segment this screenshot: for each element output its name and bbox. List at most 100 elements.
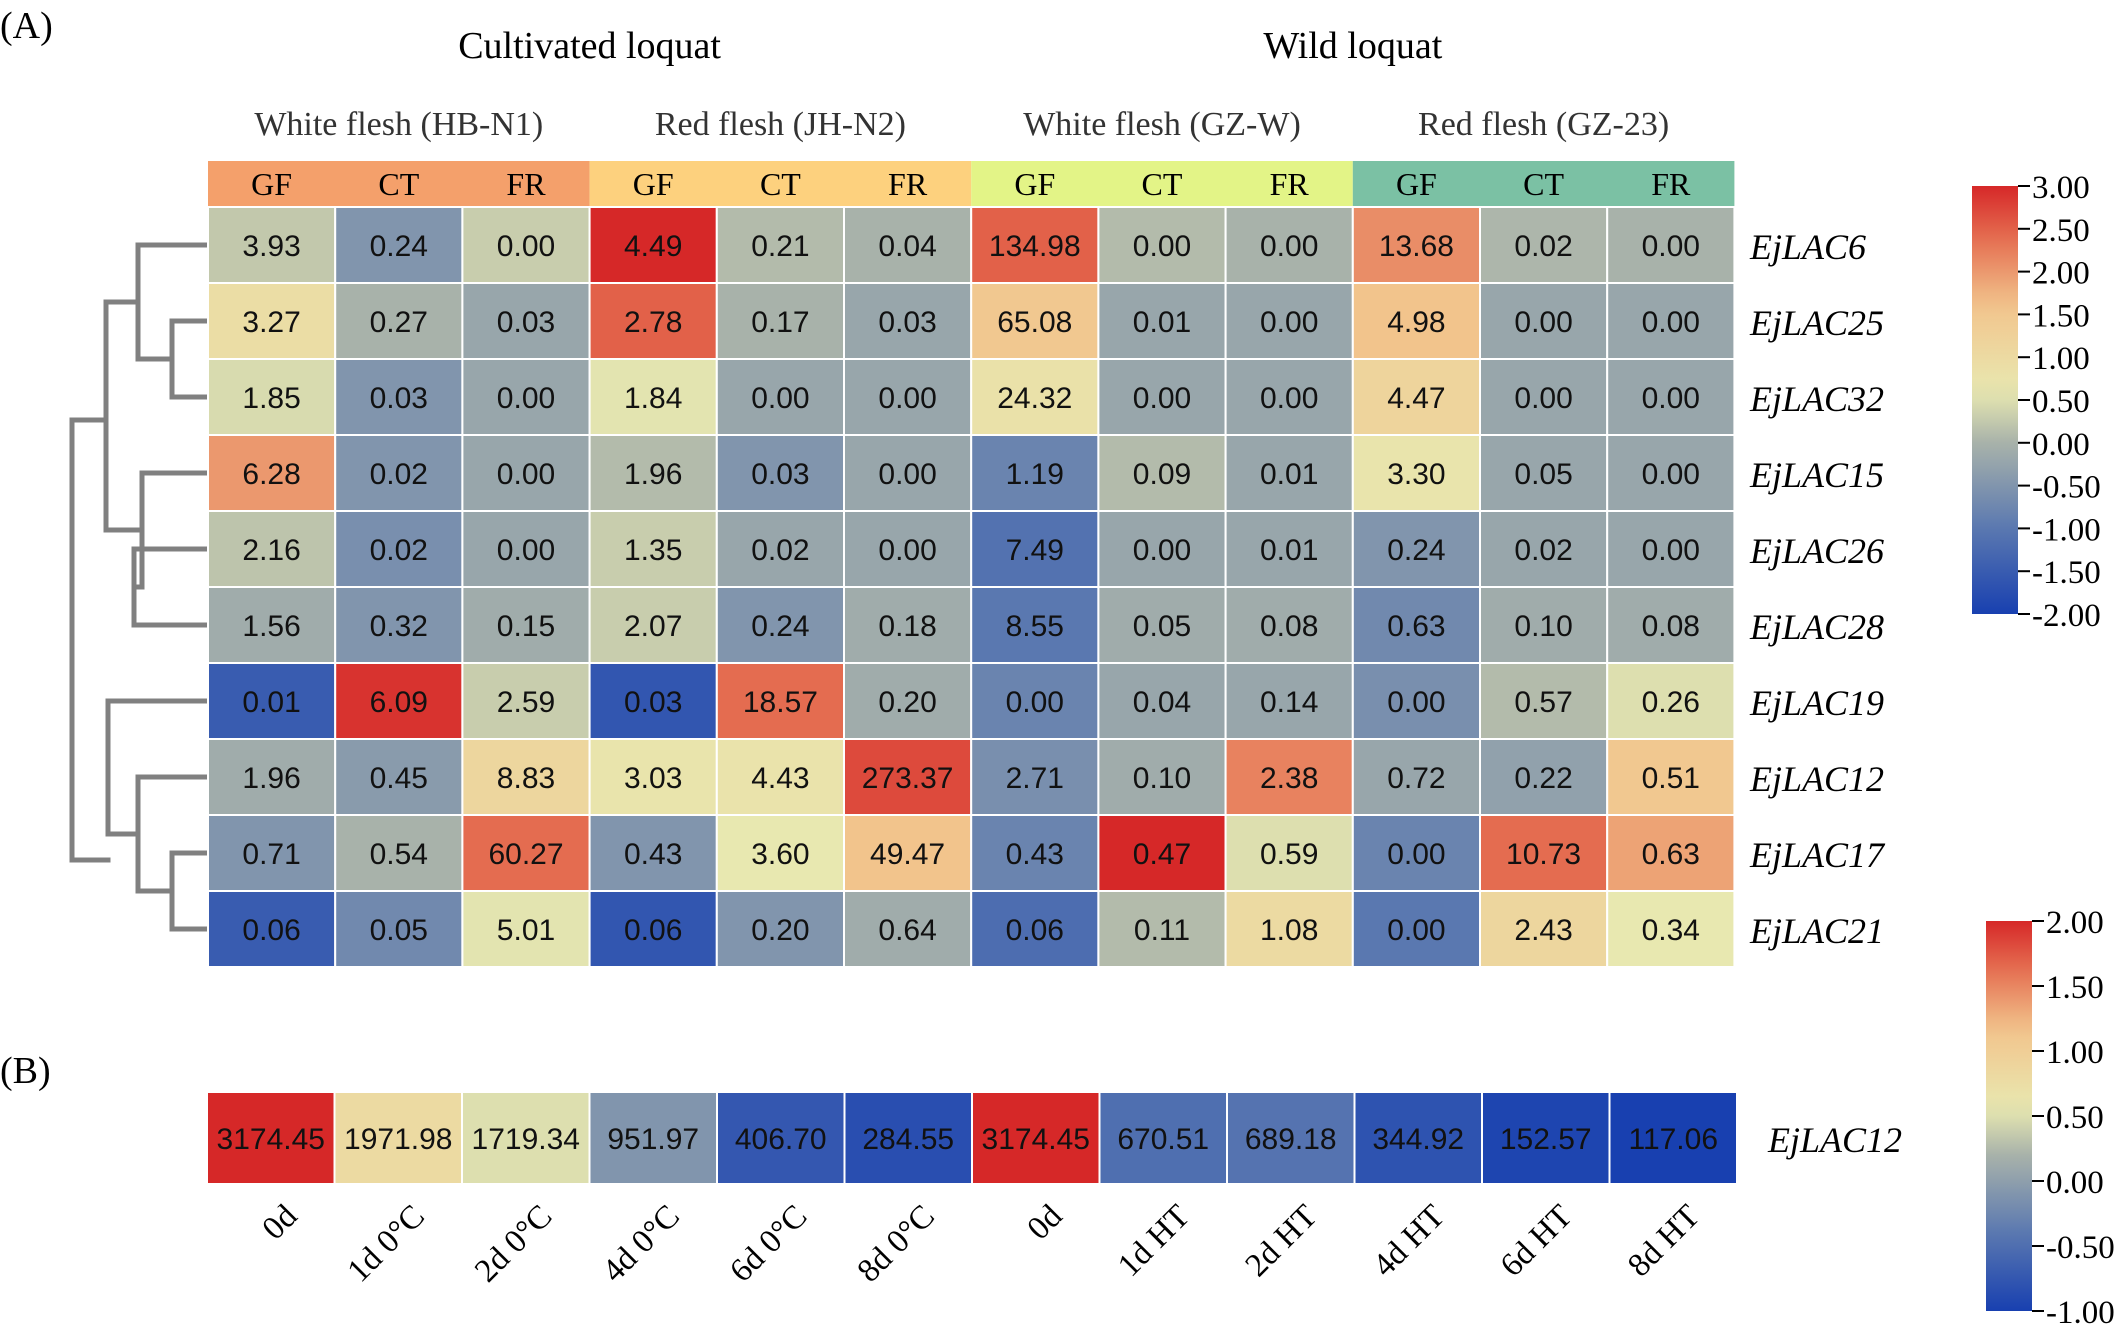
cell-value: 10.73 bbox=[1506, 838, 1581, 871]
cell-value: 1.96 bbox=[624, 458, 682, 491]
heatmap-cell bbox=[1351, 282, 1482, 360]
heatmap-cell bbox=[334, 890, 464, 968]
cell-value: 0.00 bbox=[497, 230, 555, 263]
heatmap-cell bbox=[715, 814, 845, 892]
cell-value: 0.00 bbox=[878, 458, 936, 491]
colorbar-tick-label: 2.50 bbox=[2032, 213, 2090, 249]
column-label: CT bbox=[1523, 166, 1564, 202]
heatmap-cell bbox=[206, 1091, 336, 1185]
cell-value: 0.11 bbox=[1134, 914, 1190, 947]
column-label: 0d bbox=[1021, 1198, 1070, 1247]
column-label: 8d 0°C bbox=[851, 1198, 942, 1289]
cell-value: 0.20 bbox=[878, 686, 936, 719]
heatmap-cell bbox=[970, 890, 1100, 968]
heatmap-cell bbox=[334, 434, 464, 512]
cell-value: 0.59 bbox=[1260, 838, 1318, 871]
cell-value: 13.68 bbox=[1379, 230, 1454, 263]
cell-value: 0.02 bbox=[751, 534, 809, 567]
cell-value: 0.20 bbox=[751, 914, 809, 947]
column-label: CT bbox=[378, 166, 419, 202]
heatmap-cell bbox=[1224, 510, 1354, 588]
heatmap-cell bbox=[970, 510, 1100, 588]
cell-value: 0.00 bbox=[1260, 382, 1318, 415]
cell-value: 0.51 bbox=[1642, 762, 1700, 795]
cell-value: 4.98 bbox=[1387, 306, 1445, 339]
column-label: 1d 0°C bbox=[341, 1198, 432, 1289]
cell-value: 344.92 bbox=[1372, 1123, 1464, 1156]
cell-value: 0.14 bbox=[1260, 686, 1318, 719]
heatmap-cell bbox=[843, 738, 973, 816]
heatmap-cell bbox=[1479, 890, 1609, 968]
cell-value: 0.00 bbox=[1133, 230, 1191, 263]
panel-label-a: (A) bbox=[0, 5, 53, 47]
heatmap-cell bbox=[1097, 206, 1227, 284]
cell-value: 0.00 bbox=[1642, 306, 1700, 339]
top-group-label: Cultivated loquat bbox=[458, 25, 721, 67]
column-label: 4d HT bbox=[1366, 1198, 1452, 1284]
colorbar-tick-label: 0.50 bbox=[2046, 1100, 2104, 1136]
heatmap-cell bbox=[1479, 434, 1609, 512]
cell-value: 0.24 bbox=[751, 610, 809, 643]
heatmap-cell bbox=[843, 662, 973, 740]
cell-value: 0.45 bbox=[370, 762, 428, 795]
heatmap-cell bbox=[207, 206, 337, 284]
colorbar-tick-label: -0.50 bbox=[2046, 1230, 2115, 1266]
heatmap-cell bbox=[1097, 434, 1227, 512]
cell-value: 1.84 bbox=[624, 382, 682, 415]
column-label: 0d bbox=[256, 1198, 305, 1247]
cell-value: 0.03 bbox=[370, 382, 428, 415]
heatmap-cell bbox=[1098, 1091, 1228, 1185]
heatmap-cell bbox=[716, 1091, 846, 1185]
column-label: 1d HT bbox=[1111, 1198, 1197, 1284]
cell-value: 1.85 bbox=[242, 382, 300, 415]
cell-value: 3.60 bbox=[751, 838, 809, 871]
cell-value: 0.06 bbox=[1006, 914, 1064, 947]
heatmap-cell bbox=[588, 738, 718, 816]
heatmap-cell bbox=[1224, 890, 1354, 968]
cell-value: 0.03 bbox=[624, 686, 682, 719]
heatmap-cell bbox=[1479, 206, 1609, 284]
colorbar-tick-label: 2.00 bbox=[2032, 256, 2090, 292]
heatmap-cell bbox=[970, 282, 1100, 360]
heatmap-cell bbox=[1606, 206, 1736, 284]
cell-value: 0.00 bbox=[1387, 838, 1445, 871]
colorbar-tick-label: 0.00 bbox=[2046, 1165, 2104, 1201]
cell-value: 0.03 bbox=[751, 458, 809, 491]
cell-value: 1719.34 bbox=[472, 1123, 580, 1156]
colorbar-a: 3.00 2.50 2.00 1.50 1.00 0.50 0.00 -0.50 -1.00 -1… bbox=[1972, 170, 2101, 634]
cell-value: 0.47 bbox=[1133, 838, 1191, 871]
column-label: FR bbox=[888, 166, 928, 202]
cell-value: 134.98 bbox=[989, 230, 1081, 263]
heatmap-cell bbox=[1353, 1091, 1483, 1185]
cell-value: 0.00 bbox=[497, 534, 555, 567]
cell-value: 3174.45 bbox=[217, 1123, 325, 1156]
cell-value: 0.08 bbox=[1260, 610, 1318, 643]
cell-value: 0.03 bbox=[497, 306, 555, 339]
column-label: 2d HT bbox=[1239, 1198, 1325, 1284]
heatmap-cell bbox=[970, 738, 1100, 816]
heatmap-cell bbox=[1351, 814, 1482, 892]
cell-value: 0.01 bbox=[1260, 458, 1318, 491]
heatmap-cell bbox=[1351, 358, 1482, 436]
cell-value: 117.06 bbox=[1628, 1123, 1718, 1156]
cell-value: 0.05 bbox=[1514, 458, 1572, 491]
colorbar-tick-label: 1.50 bbox=[2046, 970, 2104, 1006]
column-label: FR bbox=[506, 166, 546, 202]
colorbar-tick-label: 3.00 bbox=[2032, 170, 2090, 206]
cell-value: 2.38 bbox=[1260, 762, 1318, 795]
cell-value: 689.18 bbox=[1245, 1123, 1337, 1156]
cell-value: 0.00 bbox=[1133, 382, 1191, 415]
cell-value: 2.07 bbox=[624, 610, 682, 643]
heatmap-cell bbox=[1351, 206, 1482, 284]
heatmap-cell bbox=[1097, 662, 1227, 740]
colorbar-b: 2.00 1.50 1.00 0.50 0.00 -0.50 -1.00 bbox=[1986, 905, 2115, 1329]
heatmap-cell bbox=[588, 890, 718, 968]
cell-value: 0.57 bbox=[1514, 686, 1572, 719]
heatmap-cell bbox=[1224, 358, 1354, 436]
cell-value: 0.01 bbox=[1260, 534, 1318, 567]
column-label: GF bbox=[251, 166, 292, 202]
column-label: CT bbox=[760, 166, 801, 202]
colorbar-tick-label: 2.00 bbox=[2046, 905, 2104, 941]
heatmap-cell bbox=[1606, 738, 1736, 816]
cell-value: 4.43 bbox=[751, 762, 809, 795]
